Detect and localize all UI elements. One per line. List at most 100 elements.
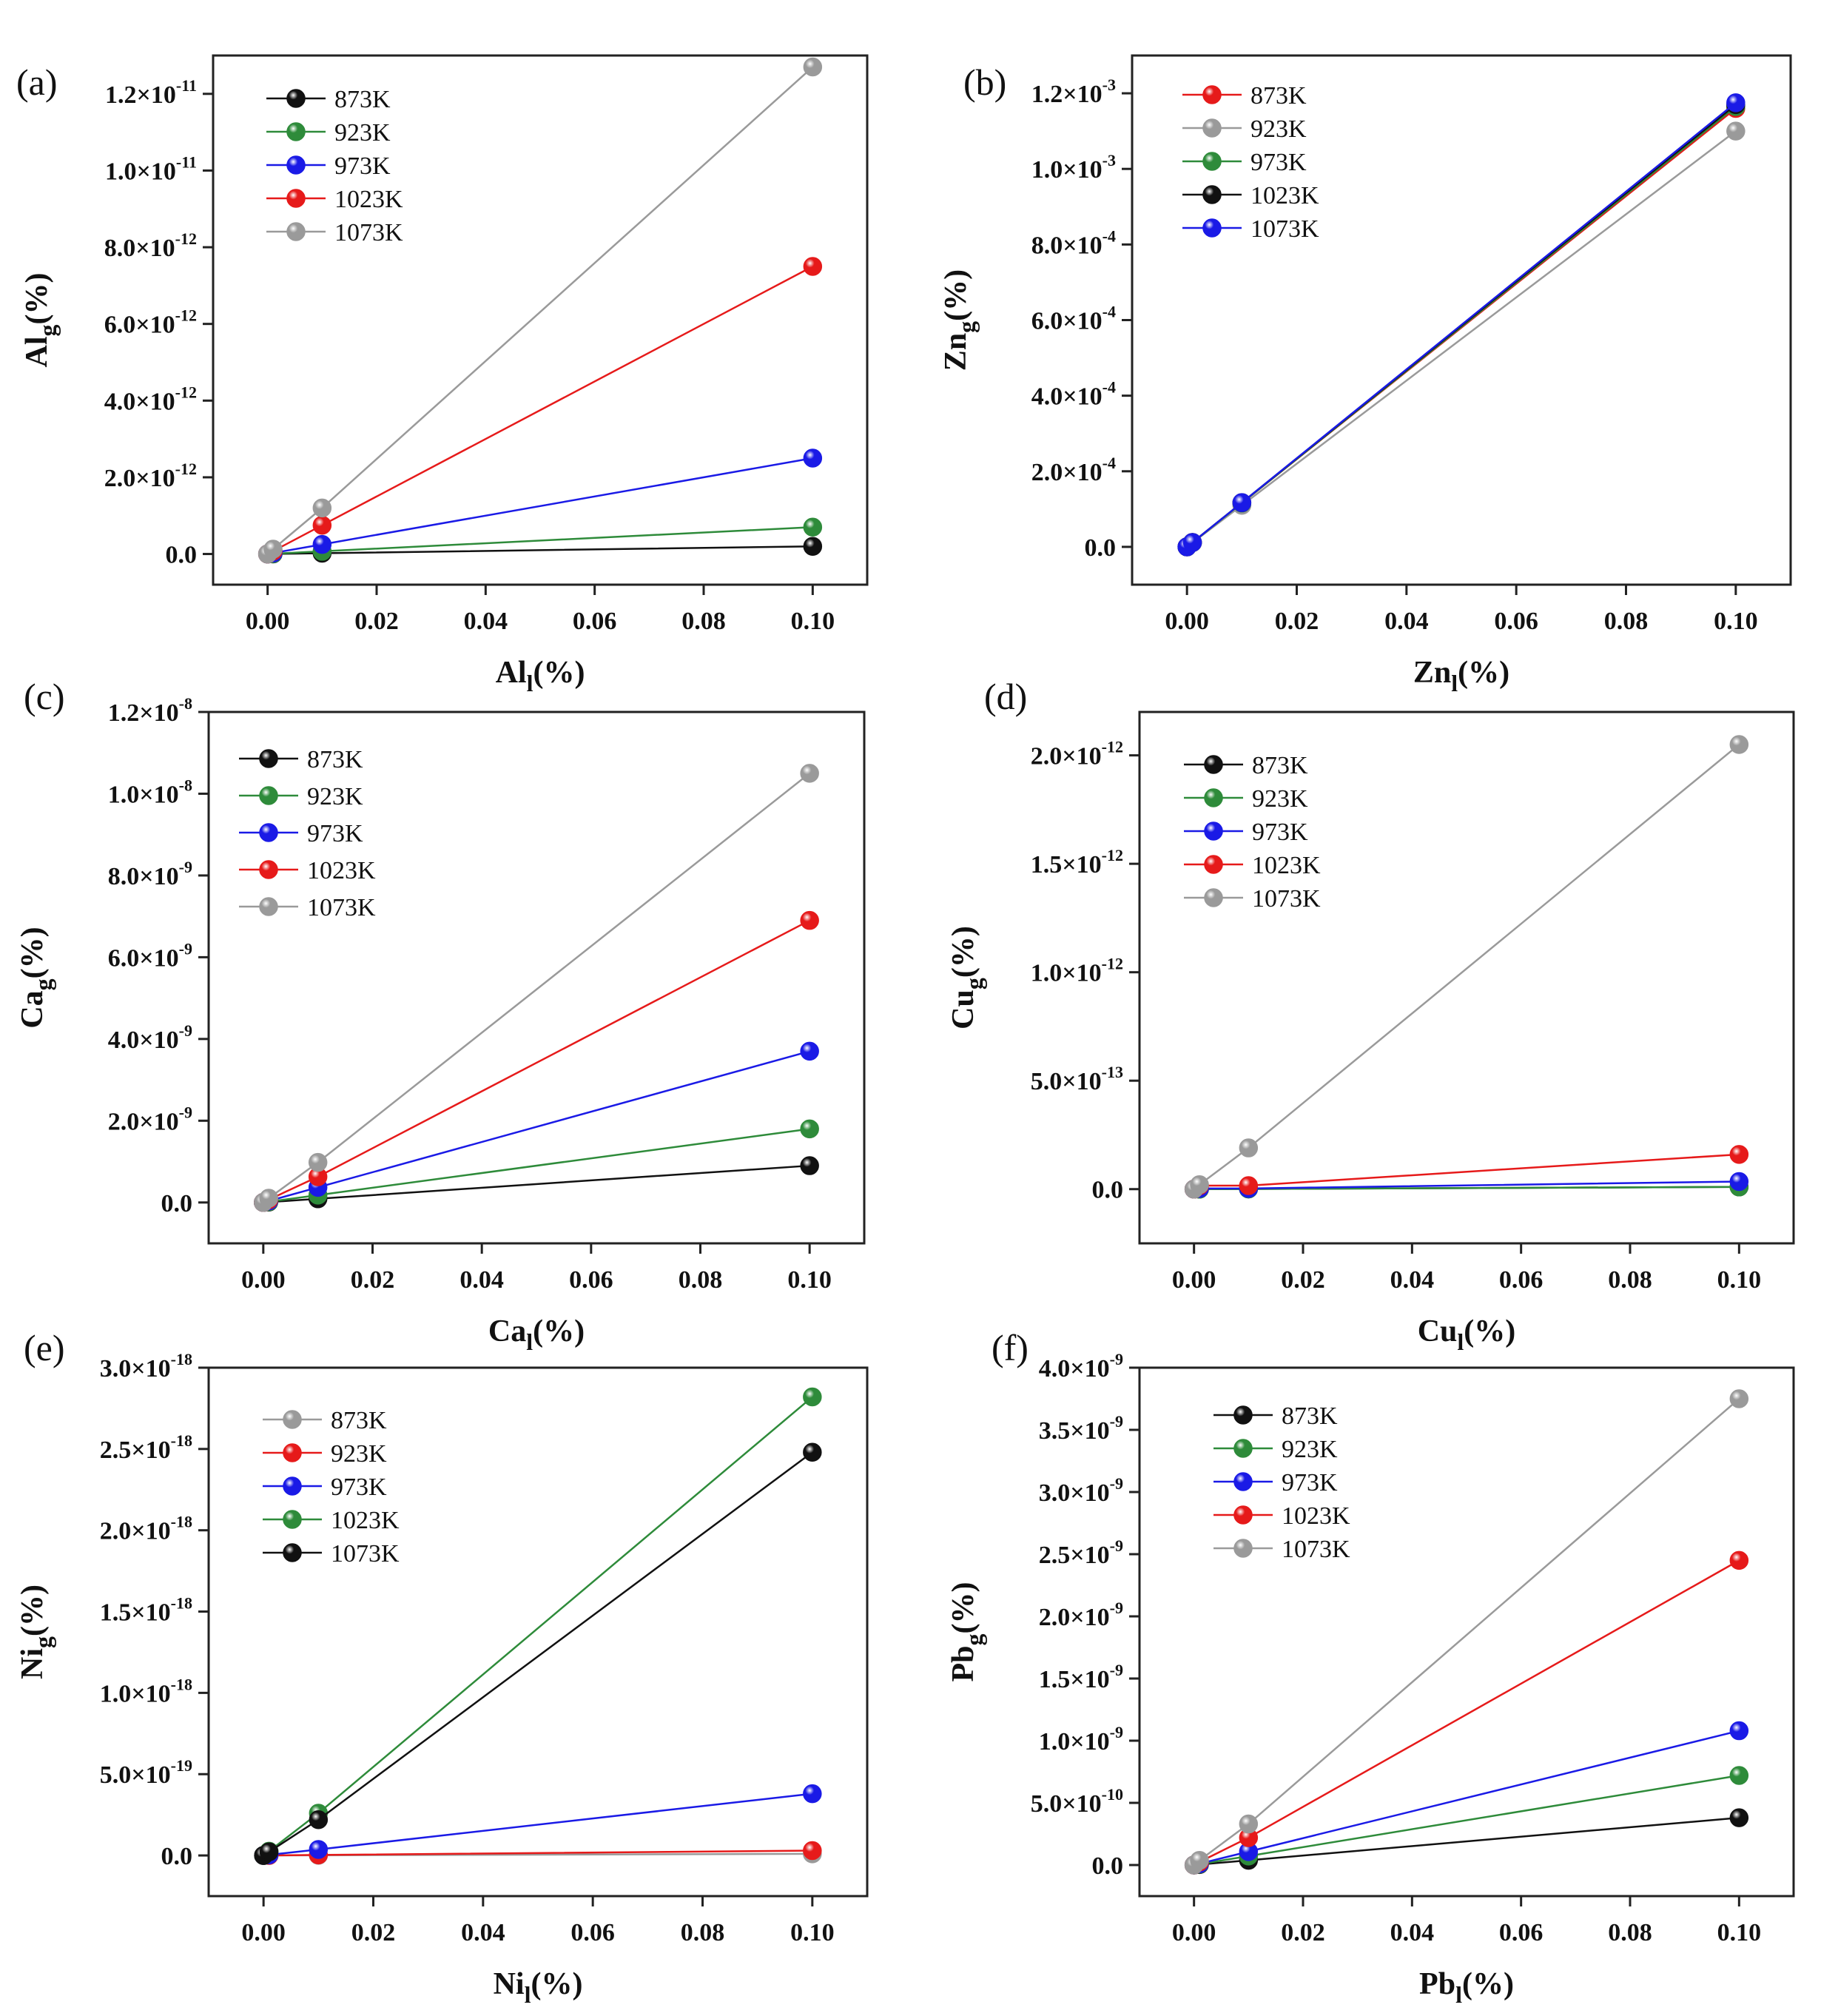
y-tick-label: 2.0×10-12	[1031, 738, 1123, 770]
data-point	[803, 1442, 822, 1462]
data-point	[1726, 93, 1746, 112]
y-tick-label: 6.0×10-4	[1031, 303, 1116, 335]
legend-marker	[1233, 1405, 1253, 1425]
legend-label: 973K	[334, 152, 391, 180]
legend-label: 873K	[1282, 1402, 1338, 1430]
series-line-1023K	[267, 265, 813, 555]
data-point	[259, 1842, 279, 1861]
legend-label: 1023K	[331, 1507, 400, 1534]
x-axis-label: Nil(%)	[494, 1967, 583, 2008]
x-tick-label: 0.00	[246, 608, 290, 635]
y-tick-label: 1.2×10-11	[105, 76, 197, 109]
panel-label: (d)	[984, 676, 1027, 717]
x-tick-label: 0.04	[461, 1919, 505, 1946]
series-line-1023K	[263, 919, 810, 1203]
data-point	[803, 1387, 822, 1407]
y-tick-label: 1.0×10-11	[105, 152, 197, 185]
legend-marker	[1202, 85, 1222, 104]
data-point	[1729, 1721, 1749, 1741]
legend-marker	[286, 222, 306, 241]
legend-marker	[1204, 755, 1223, 774]
data-point	[803, 1784, 822, 1804]
data-point	[309, 1810, 329, 1829]
y-tick-label: 1.5×10-9	[1039, 1661, 1123, 1693]
legend-marker	[283, 1410, 302, 1429]
legend-marker	[1233, 1472, 1253, 1491]
x-tick-label: 0.06	[1499, 1266, 1544, 1294]
legend: 873K 923K 973K 1023K 1073K	[1184, 752, 1321, 913]
y-tick-label: 4.0×10-9	[1039, 1350, 1123, 1382]
x-tick-label: 0.10	[790, 1919, 835, 1946]
x-tick-label: 0.08	[681, 1919, 725, 1946]
legend-label: 923K	[1250, 115, 1307, 143]
legend-marker	[283, 1443, 302, 1462]
legend: 873K 923K 973K 1023K 1073K	[266, 86, 403, 246]
panel-label: (b)	[963, 61, 1006, 103]
plot-frame	[212, 54, 869, 586]
x-tick-label: 0.06	[573, 608, 617, 635]
legend-marker	[1204, 788, 1223, 807]
y-tick-label: 1.0×10-18	[100, 1675, 192, 1707]
x-axis-label: Cal(%)	[488, 1314, 585, 1355]
series-line-923K	[1194, 1774, 1740, 1867]
legend-marker	[1202, 118, 1222, 138]
y-tick-label: 0.0	[1092, 1177, 1124, 1204]
y-tick-label: 2.0×10-9	[1039, 1599, 1123, 1631]
x-tick-label: 0.08	[1604, 608, 1649, 635]
legend-marker	[286, 189, 306, 208]
legend-label: 1073K	[1282, 1536, 1350, 1563]
panel-label: (a)	[16, 61, 58, 103]
legend-label: 923K	[334, 119, 391, 147]
y-tick-label: 5.0×10-10	[1031, 1785, 1123, 1818]
y-tick-label: 1.2×10-3	[1031, 75, 1116, 108]
x-tick-label: 0.08	[1608, 1919, 1652, 1946]
data-point	[312, 498, 332, 518]
data-point	[312, 515, 332, 535]
legend-label: 873K	[331, 1407, 387, 1434]
y-tick-label: 1.2×10-8	[108, 694, 192, 727]
plot-frame	[1138, 710, 1795, 1245]
x-axis-label: All(%)	[496, 656, 585, 696]
x-tick-label: 0.10	[1717, 1266, 1762, 1294]
data-point	[259, 1189, 278, 1208]
data-point	[1190, 1175, 1209, 1195]
data-point	[312, 534, 332, 554]
legend-label: 1023K	[307, 857, 376, 884]
x-tick-label: 0.06	[570, 1919, 615, 1946]
y-tick-label: 2.5×10-18	[100, 1431, 192, 1464]
legend: 873K 923K 973K 1023K 1073K	[1213, 1402, 1350, 1563]
legend-label: 1073K	[331, 1540, 400, 1568]
data-point	[1232, 493, 1252, 512]
x-tick-label: 0.02	[1275, 608, 1319, 635]
y-tick-label: 4.0×10-12	[104, 383, 197, 415]
legend-label: 973K	[1282, 1469, 1338, 1496]
legend-label: 973K	[1252, 819, 1308, 846]
legend-label: 1023K	[1252, 852, 1321, 879]
y-tick-label: 4.0×10-4	[1031, 378, 1116, 411]
y-tick-label: 8.0×10-12	[104, 229, 197, 262]
legend-marker	[286, 89, 306, 108]
y-tick-label: 5.0×10-13	[1031, 1063, 1123, 1095]
y-tick-label: 0.0	[1092, 1852, 1124, 1880]
series-line-973K	[267, 457, 813, 555]
x-tick-label: 0.10	[791, 608, 835, 635]
plot-frame	[207, 710, 866, 1245]
data-point	[800, 910, 819, 930]
legend-marker	[283, 1476, 302, 1496]
panel-e: (e) 0.00 0.02 0.04 0.06 0.08 0.10 0.0 5.0×10-19 1…	[16, 1327, 869, 2008]
y-tick-label: 3.0×10-9	[1039, 1474, 1123, 1507]
y-tick-label: 3.5×10-9	[1039, 1412, 1123, 1445]
legend-label: 1073K	[1250, 215, 1319, 243]
x-tick-label: 0.08	[679, 1266, 723, 1294]
legend-marker	[283, 1543, 302, 1562]
data-point	[803, 448, 823, 468]
data-point	[1729, 1550, 1749, 1570]
data-point	[263, 540, 283, 559]
y-axis-label: Nig(%)	[16, 1585, 56, 1679]
legend-label: 1073K	[1252, 885, 1321, 913]
y-tick-label: 5.0×10-19	[100, 1756, 192, 1789]
legend-label: 873K	[1250, 82, 1307, 110]
y-tick-label: 8.0×10-4	[1031, 226, 1116, 259]
data-point	[803, 537, 823, 556]
series-line-1073K	[1193, 1398, 1740, 1866]
